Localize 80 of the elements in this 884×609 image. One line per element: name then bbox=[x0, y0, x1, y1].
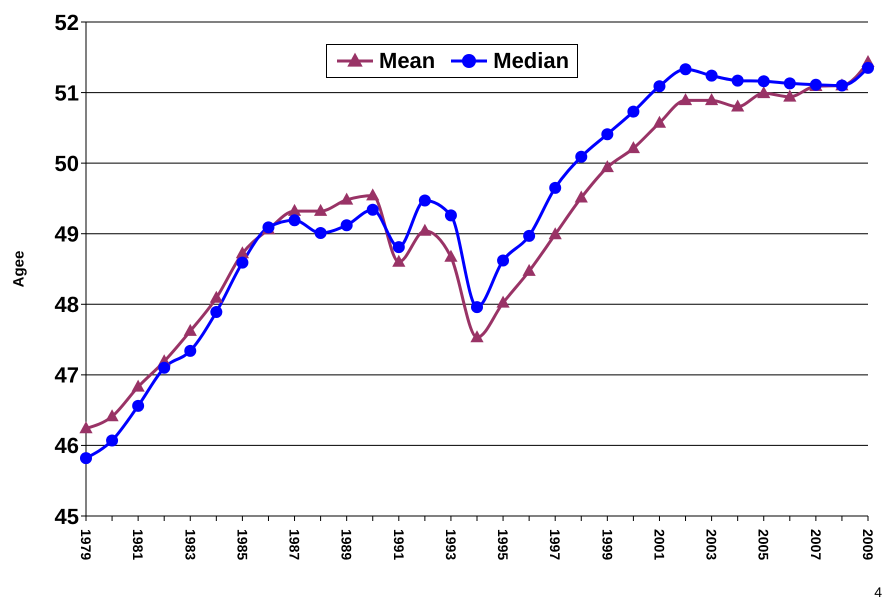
point bbox=[600, 160, 614, 172]
point bbox=[210, 306, 222, 318]
point bbox=[366, 188, 380, 200]
point bbox=[210, 290, 223, 303]
x-tick-label: 1987 bbox=[286, 529, 303, 560]
point bbox=[705, 93, 718, 106]
point bbox=[522, 264, 536, 276]
point bbox=[470, 330, 484, 342]
point bbox=[184, 324, 197, 336]
point bbox=[314, 227, 327, 240]
point bbox=[549, 182, 562, 194]
x-tick-label: 1983 bbox=[182, 529, 198, 560]
point bbox=[471, 301, 483, 314]
point bbox=[288, 214, 301, 226]
y-tick-label: 48 bbox=[54, 292, 79, 318]
point bbox=[80, 452, 92, 464]
point bbox=[132, 400, 144, 412]
point bbox=[601, 128, 614, 140]
point bbox=[627, 106, 640, 118]
point bbox=[497, 254, 510, 267]
x-tick-label: 1997 bbox=[547, 529, 564, 560]
point bbox=[236, 256, 248, 269]
y-tick-label: 52 bbox=[54, 10, 79, 35]
text: 4 bbox=[874, 584, 882, 600]
x-tick-label: 1979 bbox=[78, 529, 94, 560]
x-tick-label: 1993 bbox=[442, 529, 459, 560]
legend-label: Mean bbox=[379, 48, 436, 74]
point bbox=[783, 90, 796, 102]
x-tick-label: 1981 bbox=[130, 529, 146, 560]
y-tick-label: 47 bbox=[54, 362, 79, 388]
point bbox=[523, 230, 536, 242]
legend-label: Median bbox=[493, 48, 570, 74]
y-axis-title: Agee bbox=[10, 250, 28, 288]
point bbox=[548, 227, 562, 240]
point bbox=[758, 75, 770, 88]
point bbox=[418, 194, 431, 207]
point bbox=[340, 219, 353, 232]
y-tick-label: 51 bbox=[54, 80, 79, 106]
point bbox=[340, 192, 354, 205]
x-tick-label: 1995 bbox=[495, 529, 512, 560]
point bbox=[418, 224, 432, 236]
x-tick-label: 2001 bbox=[651, 529, 668, 560]
point bbox=[784, 77, 796, 90]
point bbox=[731, 99, 744, 112]
point bbox=[366, 204, 379, 216]
point bbox=[132, 380, 145, 392]
point bbox=[106, 434, 118, 446]
point bbox=[652, 116, 666, 128]
x-tick-label: 1999 bbox=[599, 529, 616, 560]
point bbox=[862, 62, 874, 74]
x-tick-label: 2005 bbox=[756, 529, 772, 560]
point bbox=[496, 296, 510, 308]
y-tick-label: 45 bbox=[54, 504, 79, 529]
point bbox=[678, 93, 692, 106]
point bbox=[314, 204, 328, 216]
point bbox=[158, 362, 170, 374]
point bbox=[444, 250, 458, 262]
x-tick-label: 1989 bbox=[338, 529, 355, 560]
y-tick-label: 50 bbox=[54, 150, 79, 176]
x-tick-label: 2003 bbox=[704, 529, 720, 560]
x-tick-label: 1985 bbox=[234, 529, 250, 560]
x-tick-label: 1991 bbox=[390, 529, 407, 560]
point bbox=[680, 63, 692, 76]
point bbox=[392, 241, 405, 254]
point bbox=[706, 70, 718, 82]
y-tick-label: 46 bbox=[54, 433, 79, 458]
point bbox=[79, 421, 93, 434]
point bbox=[626, 141, 640, 154]
x-tick-label: 2009 bbox=[860, 529, 876, 560]
point bbox=[574, 190, 588, 203]
point bbox=[653, 80, 666, 92]
y-tick-label: 49 bbox=[54, 222, 79, 247]
point bbox=[575, 150, 588, 163]
point bbox=[105, 409, 119, 422]
point bbox=[392, 254, 406, 267]
point bbox=[444, 209, 457, 222]
point bbox=[184, 344, 196, 357]
point bbox=[757, 86, 770, 98]
x-tick-label: 2007 bbox=[808, 529, 824, 560]
point bbox=[732, 74, 744, 87]
